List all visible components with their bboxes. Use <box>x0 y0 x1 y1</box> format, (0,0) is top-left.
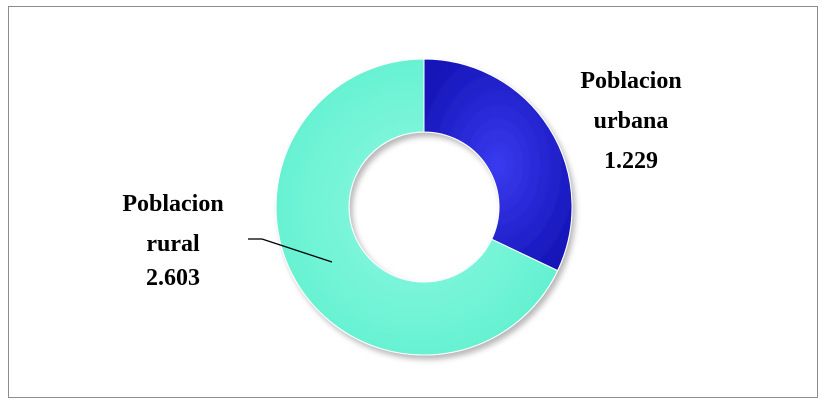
label-rural-line1: Poblacion <box>122 191 223 217</box>
label-urbana-line2: urbana <box>594 108 669 134</box>
label-rural-value: 2.603 <box>146 265 200 291</box>
label-rural-line2: rural <box>146 231 200 257</box>
slice-poblacion-rural <box>275 58 559 356</box>
slice-poblacion-urbana <box>423 58 573 272</box>
rural-leader-line-2 <box>261 238 333 263</box>
donut-slices <box>275 58 573 356</box>
label-urbana-line1: Poblacion <box>580 68 681 94</box>
label-urbana-value: 1.229 <box>604 148 658 174</box>
